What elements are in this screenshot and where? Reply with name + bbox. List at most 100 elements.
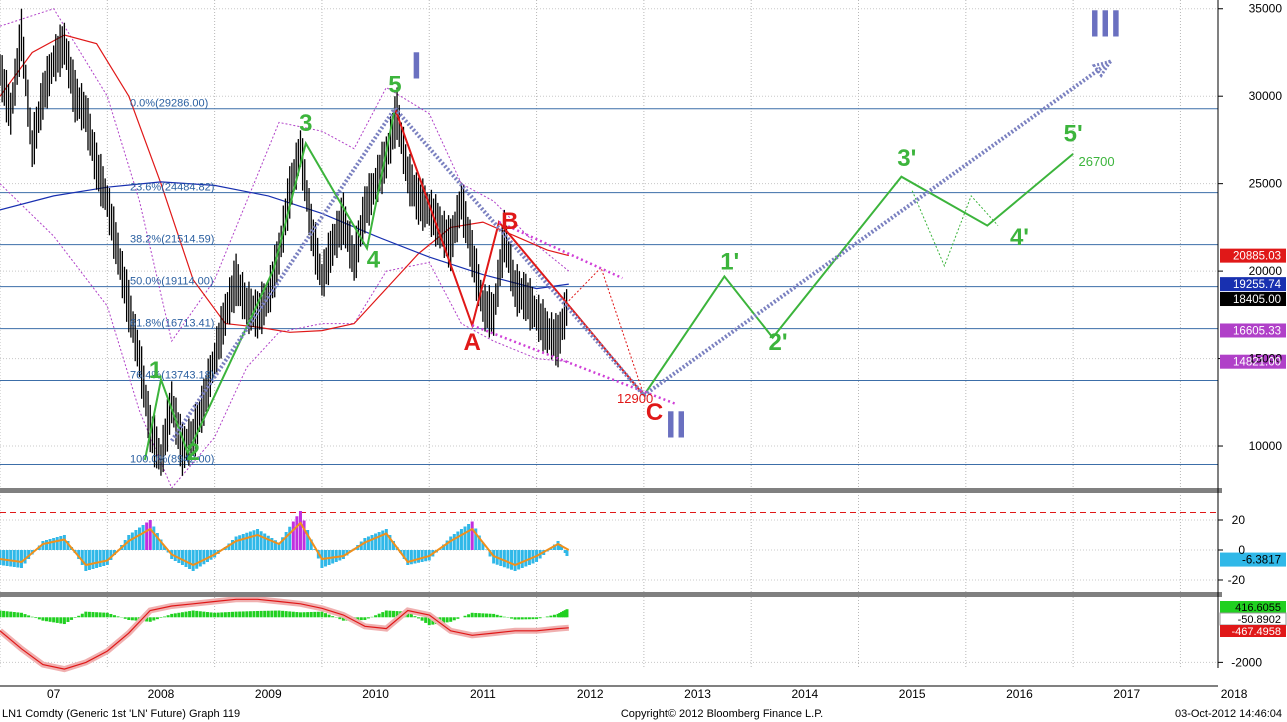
last-value-badge: 19255.74 xyxy=(1233,279,1282,291)
momentum-bar xyxy=(506,550,510,569)
x-tick-label: 2015 xyxy=(899,687,926,701)
momentum-bar xyxy=(341,550,345,559)
momentum-bar xyxy=(127,535,131,550)
momentum-bar xyxy=(62,535,66,550)
oscillator-bar xyxy=(116,616,120,618)
oscillator-bar xyxy=(527,617,531,620)
oscillator-signal-line xyxy=(0,598,569,670)
last-value-badge: 16605.33 xyxy=(1233,325,1281,337)
momentum-bar xyxy=(77,550,81,559)
momentum-last-value: -6.3817 xyxy=(1242,555,1281,567)
oscillator-bar xyxy=(48,617,52,622)
oscillator-bar xyxy=(306,612,310,618)
momentum-bar xyxy=(180,550,184,565)
oscillator-bar xyxy=(502,616,506,618)
oscillator-bar xyxy=(59,617,63,624)
momentum-bar xyxy=(195,550,199,569)
momentum-bar xyxy=(510,550,514,570)
oscillator-bar xyxy=(413,616,417,618)
momentum-bar xyxy=(502,550,506,568)
oscillator-bar xyxy=(484,613,488,618)
oscillator-bar xyxy=(2,610,6,618)
last-value-badge: 18405.00 xyxy=(1233,294,1281,306)
fib-level-label: 76.4%(13743.18) xyxy=(130,370,214,382)
oscillator-bar xyxy=(327,614,331,618)
momentum-bar xyxy=(27,550,31,559)
momentum-bar xyxy=(406,550,410,565)
momentum-bar xyxy=(413,550,417,564)
oscillator-bar xyxy=(19,612,23,618)
momentum-bar xyxy=(0,550,2,565)
momentum-bar xyxy=(245,532,249,550)
fibonacci-layer xyxy=(0,108,1218,466)
fib-level-label: 100.0%(8942.00) xyxy=(130,454,214,466)
oscillator-bar xyxy=(166,615,170,618)
momentum-bar xyxy=(470,521,474,550)
oscillator-bar xyxy=(55,617,59,623)
oscillator-bar xyxy=(145,617,149,622)
oscillator-bar xyxy=(520,617,524,620)
momentum-bar xyxy=(152,526,156,550)
momentum-bar xyxy=(202,550,206,565)
oscillator-bar xyxy=(524,617,528,620)
oscillator-bar xyxy=(538,617,542,619)
momentum-bar xyxy=(288,526,292,550)
momentum-bar xyxy=(87,550,91,570)
oscillator-bar xyxy=(241,611,245,618)
oscillator-bar xyxy=(495,614,499,618)
fib-level-label: 23.6%(24484.82) xyxy=(130,182,214,194)
oscillator-bar xyxy=(474,612,478,618)
oscillator-bar xyxy=(324,613,328,618)
last-value-badge-box xyxy=(1220,277,1286,292)
oscillator-bar xyxy=(263,610,267,618)
momentum-bar xyxy=(291,521,295,550)
momentum-bar xyxy=(263,533,267,550)
oscillator-bar xyxy=(27,615,31,618)
oscillator-bar xyxy=(127,617,131,620)
oscillator-bar xyxy=(545,616,549,618)
y-tick-label: 25000 xyxy=(1249,177,1283,191)
oscillator-bar xyxy=(0,610,2,618)
lower-last-value: -50.8902 xyxy=(1238,614,1281,626)
momentum-bar xyxy=(55,537,59,550)
oscillator-bar xyxy=(62,617,66,625)
oscillator-bar xyxy=(291,611,295,618)
wave-label: 2' xyxy=(768,329,787,356)
x-tick-label: 2016 xyxy=(1006,687,1033,701)
momentum-bar xyxy=(558,544,562,550)
oscillator-bar xyxy=(223,612,227,618)
oscillator-bar xyxy=(248,611,252,618)
oscillator-bar xyxy=(359,617,363,621)
momentum-bar xyxy=(381,530,385,550)
oscillator-bar xyxy=(102,612,106,618)
momentum-bar xyxy=(238,535,242,550)
oscillator-bar xyxy=(277,610,281,618)
oscillator-bar xyxy=(388,610,392,618)
wave-label: I xyxy=(411,46,422,88)
oscillator-bar xyxy=(87,611,91,618)
momentum-bar xyxy=(188,550,192,569)
oscillator-bar xyxy=(159,617,163,618)
momentum-bar xyxy=(442,544,446,550)
lower-last-value: -467.4958 xyxy=(1231,626,1281,638)
y-tick-label: -20 xyxy=(1228,573,1246,587)
oscillator-bar xyxy=(173,613,177,618)
oscillator-bar xyxy=(177,612,181,618)
wave-label: 4' xyxy=(1010,224,1029,251)
momentum-bar xyxy=(377,532,381,550)
momentum-bar xyxy=(98,550,102,567)
oscillator-bar xyxy=(216,612,220,618)
momentum-bar xyxy=(231,540,235,550)
oscillator-bar xyxy=(41,617,45,621)
oscillator-bar xyxy=(556,613,560,618)
oscillator-bar xyxy=(23,614,27,618)
oscillator-bar xyxy=(184,611,188,618)
momentum-bar xyxy=(191,550,195,571)
momentum-bar xyxy=(298,511,302,550)
oscillator-bar xyxy=(513,617,517,620)
momentum-bar xyxy=(155,533,159,550)
momentum-bar xyxy=(266,535,270,550)
oscillator-bar xyxy=(517,617,521,620)
price-annotation: 12900 xyxy=(617,391,653,406)
momentum-bar xyxy=(277,542,281,550)
